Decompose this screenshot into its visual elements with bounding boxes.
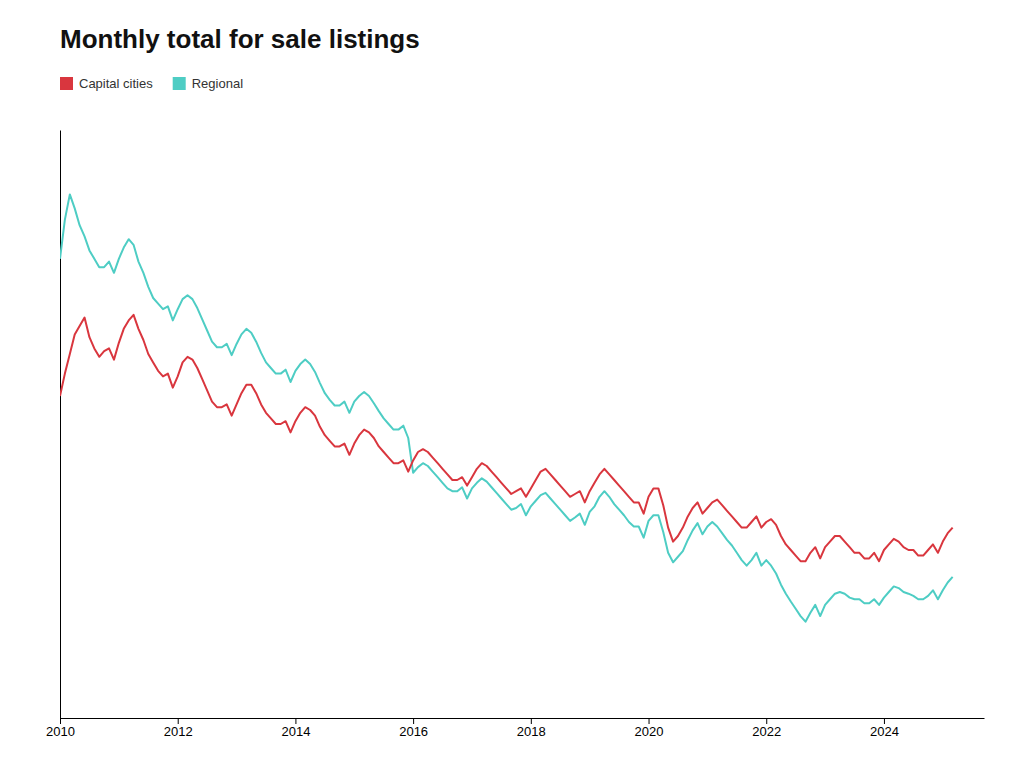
y-axis xyxy=(60,131,61,719)
x-tick: 2022 xyxy=(752,718,781,739)
x-tick-label: 2020 xyxy=(635,724,664,739)
legend-swatch xyxy=(173,77,186,90)
lines xyxy=(60,194,953,621)
x-tick-label: 2016 xyxy=(399,724,428,739)
x-tick-mark xyxy=(413,718,414,724)
x-tick: 2018 xyxy=(517,718,546,739)
x-tick: 2012 xyxy=(164,718,193,739)
x-tick-label: 2024 xyxy=(870,724,899,739)
x-tick-label: 2022 xyxy=(752,724,781,739)
x-tick-label: 2018 xyxy=(517,724,546,739)
x-tick-mark xyxy=(531,718,532,724)
plot: 2010 2012 2014 2016 2018 2020 2022 2024 xyxy=(46,131,984,740)
legend: Capital cities Regional xyxy=(60,76,243,91)
chart: Monthly total for sale listings201020122… xyxy=(0,0,1024,768)
x-tick-label: 2010 xyxy=(46,724,75,739)
x-tick: 2024 xyxy=(870,718,899,739)
x-tick-mark xyxy=(649,718,650,724)
y-axis-line xyxy=(60,131,61,719)
x-tick-mark xyxy=(60,718,61,724)
x-axis: 2010 2012 2014 2016 2018 2020 2022 2024 xyxy=(46,718,984,739)
series-line xyxy=(60,194,953,621)
x-tick-label: 2012 xyxy=(164,724,193,739)
legend-label: Regional xyxy=(192,76,243,91)
x-tick-mark xyxy=(178,718,179,724)
legend-label: Capital cities xyxy=(79,76,153,91)
title: Monthly total for sale listings xyxy=(60,24,420,54)
x-tick: 2010 xyxy=(46,718,75,739)
x-tick-mark xyxy=(295,718,296,724)
series-line xyxy=(60,315,953,561)
x-tick-mark xyxy=(884,718,885,724)
legend-swatch xyxy=(60,77,73,90)
legend-item: Regional xyxy=(173,76,243,91)
x-axis-line xyxy=(61,718,985,719)
legend-item: Capital cities xyxy=(60,76,153,91)
x-tick-label: 2014 xyxy=(281,724,310,739)
x-tick: 2020 xyxy=(635,718,664,739)
x-tick: 2016 xyxy=(399,718,428,739)
x-tick-mark xyxy=(766,718,767,724)
x-tick: 2014 xyxy=(281,718,310,739)
